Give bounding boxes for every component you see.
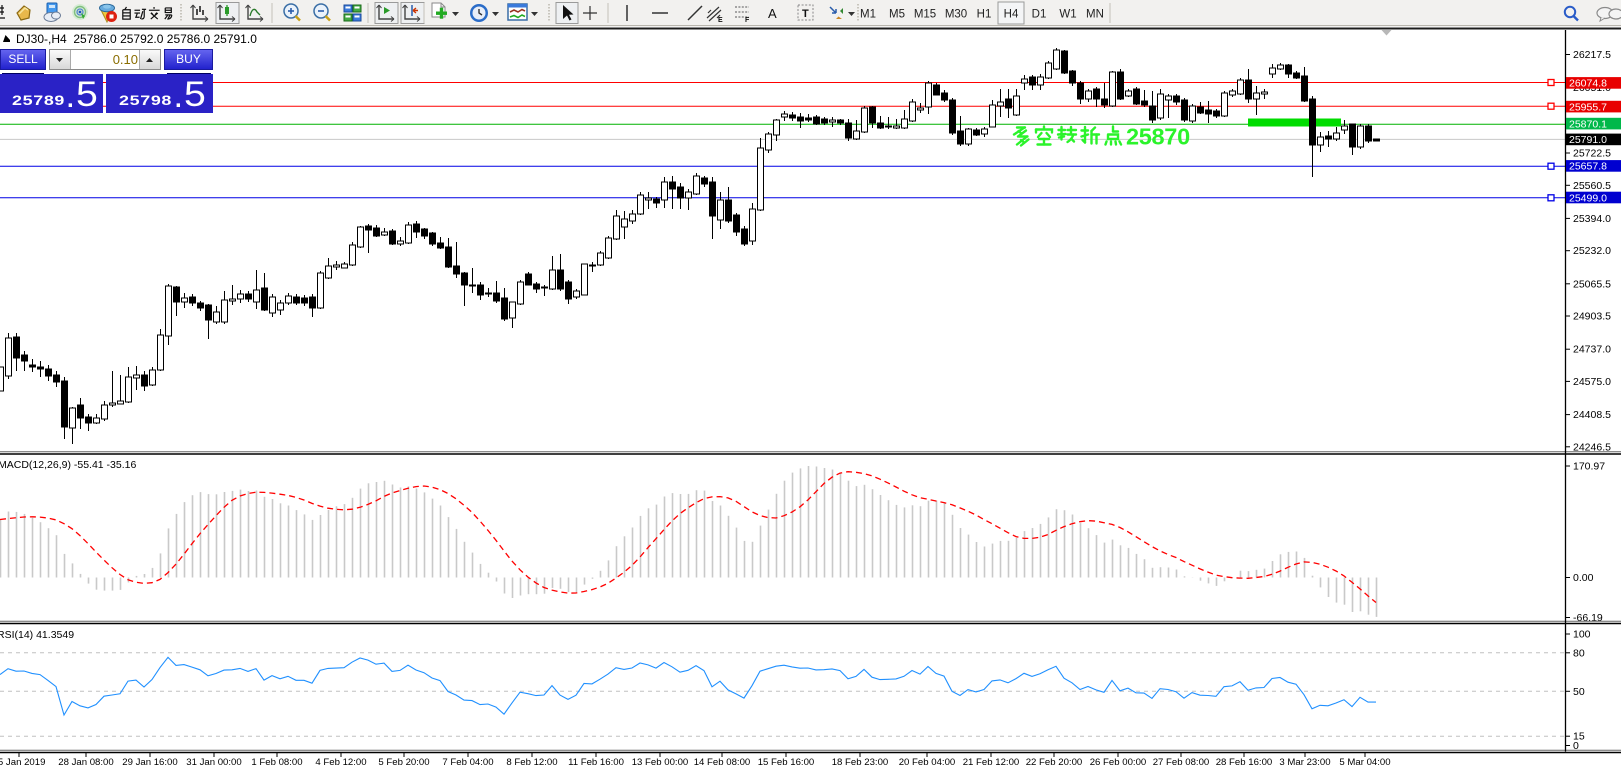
- svg-text:H1: H1: [977, 9, 992, 21]
- svg-text:28 Feb 16:00: 28 Feb 16:00: [1216, 757, 1273, 768]
- svg-text:25499.0: 25499.0: [1569, 192, 1607, 204]
- svg-text:15: 15: [1573, 731, 1585, 743]
- svg-text:T: T: [802, 8, 809, 20]
- svg-text:MN: MN: [1086, 9, 1104, 21]
- svg-text:31 Jan 00:00: 31 Jan 00:00: [186, 757, 241, 768]
- svg-text:25560.5: 25560.5: [1573, 180, 1611, 192]
- svg-text:D1: D1: [1032, 9, 1047, 21]
- svg-text:22 Feb 20:00: 22 Feb 20:00: [1026, 757, 1083, 768]
- svg-text:25870.1: 25870.1: [1569, 118, 1607, 130]
- svg-text:25870: 25870: [1126, 124, 1190, 150]
- svg-text:F: F: [745, 17, 750, 24]
- svg-text:H4: H4: [1004, 9, 1019, 21]
- svg-text:M5: M5: [889, 9, 905, 21]
- svg-text:24737.0: 24737.0: [1573, 344, 1611, 356]
- svg-text:26074.8: 26074.8: [1569, 78, 1607, 90]
- svg-text:25791.0: 25791.0: [1569, 134, 1607, 146]
- svg-text:7 Feb 04:00: 7 Feb 04:00: [442, 757, 493, 768]
- svg-text:4 Feb 12:00: 4 Feb 12:00: [315, 757, 366, 768]
- svg-text:M15: M15: [914, 9, 936, 21]
- svg-text:20 Feb 04:00: 20 Feb 04:00: [899, 757, 956, 768]
- svg-text:DJ30-,H4 25786.0 25792.0 2578: DJ30-,H4 25786.0 25792.0 25786.0 25791.0: [16, 32, 257, 46]
- svg-text:29 Jan 16:00: 29 Jan 16:00: [122, 757, 177, 768]
- svg-text:E: E: [718, 17, 723, 24]
- svg-text:50: 50: [1573, 686, 1585, 698]
- svg-text:8 Feb 12:00: 8 Feb 12:00: [506, 757, 557, 768]
- svg-text:25722.5: 25722.5: [1573, 148, 1611, 160]
- svg-text:A: A: [768, 6, 777, 21]
- svg-text:25232.0: 25232.0: [1573, 245, 1611, 257]
- svg-text:170.97: 170.97: [1573, 461, 1605, 473]
- svg-text:21 Feb 12:00: 21 Feb 12:00: [963, 757, 1020, 768]
- svg-text:24408.5: 24408.5: [1573, 409, 1611, 421]
- svg-text:28 Jan 08:00: 28 Jan 08:00: [58, 757, 113, 768]
- svg-text:100: 100: [1573, 629, 1591, 641]
- svg-text:24246.5: 24246.5: [1573, 441, 1611, 453]
- svg-text:14 Feb 08:00: 14 Feb 08:00: [694, 757, 751, 768]
- svg-text:0: 0: [1573, 740, 1579, 752]
- svg-text:0.00: 0.00: [1573, 572, 1594, 584]
- svg-text:24575.0: 24575.0: [1573, 376, 1611, 388]
- svg-text:25394.0: 25394.0: [1573, 213, 1611, 225]
- svg-text:13 Feb 00:00: 13 Feb 00:00: [632, 757, 689, 768]
- svg-text:5 Mar 04:00: 5 Mar 04:00: [1339, 757, 1390, 768]
- svg-text:26 Feb 00:00: 26 Feb 00:00: [1090, 757, 1147, 768]
- svg-text:25955.7: 25955.7: [1569, 101, 1607, 113]
- svg-text:25 Jan 2019: 25 Jan 2019: [0, 757, 45, 768]
- svg-text:M30: M30: [945, 9, 967, 21]
- svg-text:24903.5: 24903.5: [1573, 311, 1611, 323]
- svg-text:3 Mar 23:00: 3 Mar 23:00: [1279, 757, 1330, 768]
- svg-text:W1: W1: [1059, 9, 1076, 21]
- svg-text:11 Feb 16:00: 11 Feb 16:00: [568, 757, 624, 768]
- svg-text:5 Feb 20:00: 5 Feb 20:00: [378, 757, 429, 768]
- svg-text:MACD(12,26,9) -55.41 -35.16: MACD(12,26,9) -55.41 -35.16: [0, 459, 136, 471]
- svg-text:27 Feb 08:00: 27 Feb 08:00: [1153, 757, 1210, 768]
- svg-text:RSI(14) 41.3549: RSI(14) 41.3549: [0, 629, 74, 641]
- svg-text:-66.19: -66.19: [1573, 612, 1603, 624]
- svg-text:M1: M1: [860, 9, 876, 21]
- svg-text:15 Feb 16:00: 15 Feb 16:00: [758, 757, 815, 768]
- svg-text:1 Feb 08:00: 1 Feb 08:00: [251, 757, 302, 768]
- svg-text:18 Feb 23:00: 18 Feb 23:00: [832, 757, 889, 768]
- svg-text:80: 80: [1573, 647, 1585, 659]
- svg-text:25657.8: 25657.8: [1569, 161, 1607, 173]
- svg-text:25065.5: 25065.5: [1573, 278, 1611, 290]
- svg-text:26217.5: 26217.5: [1573, 49, 1611, 61]
